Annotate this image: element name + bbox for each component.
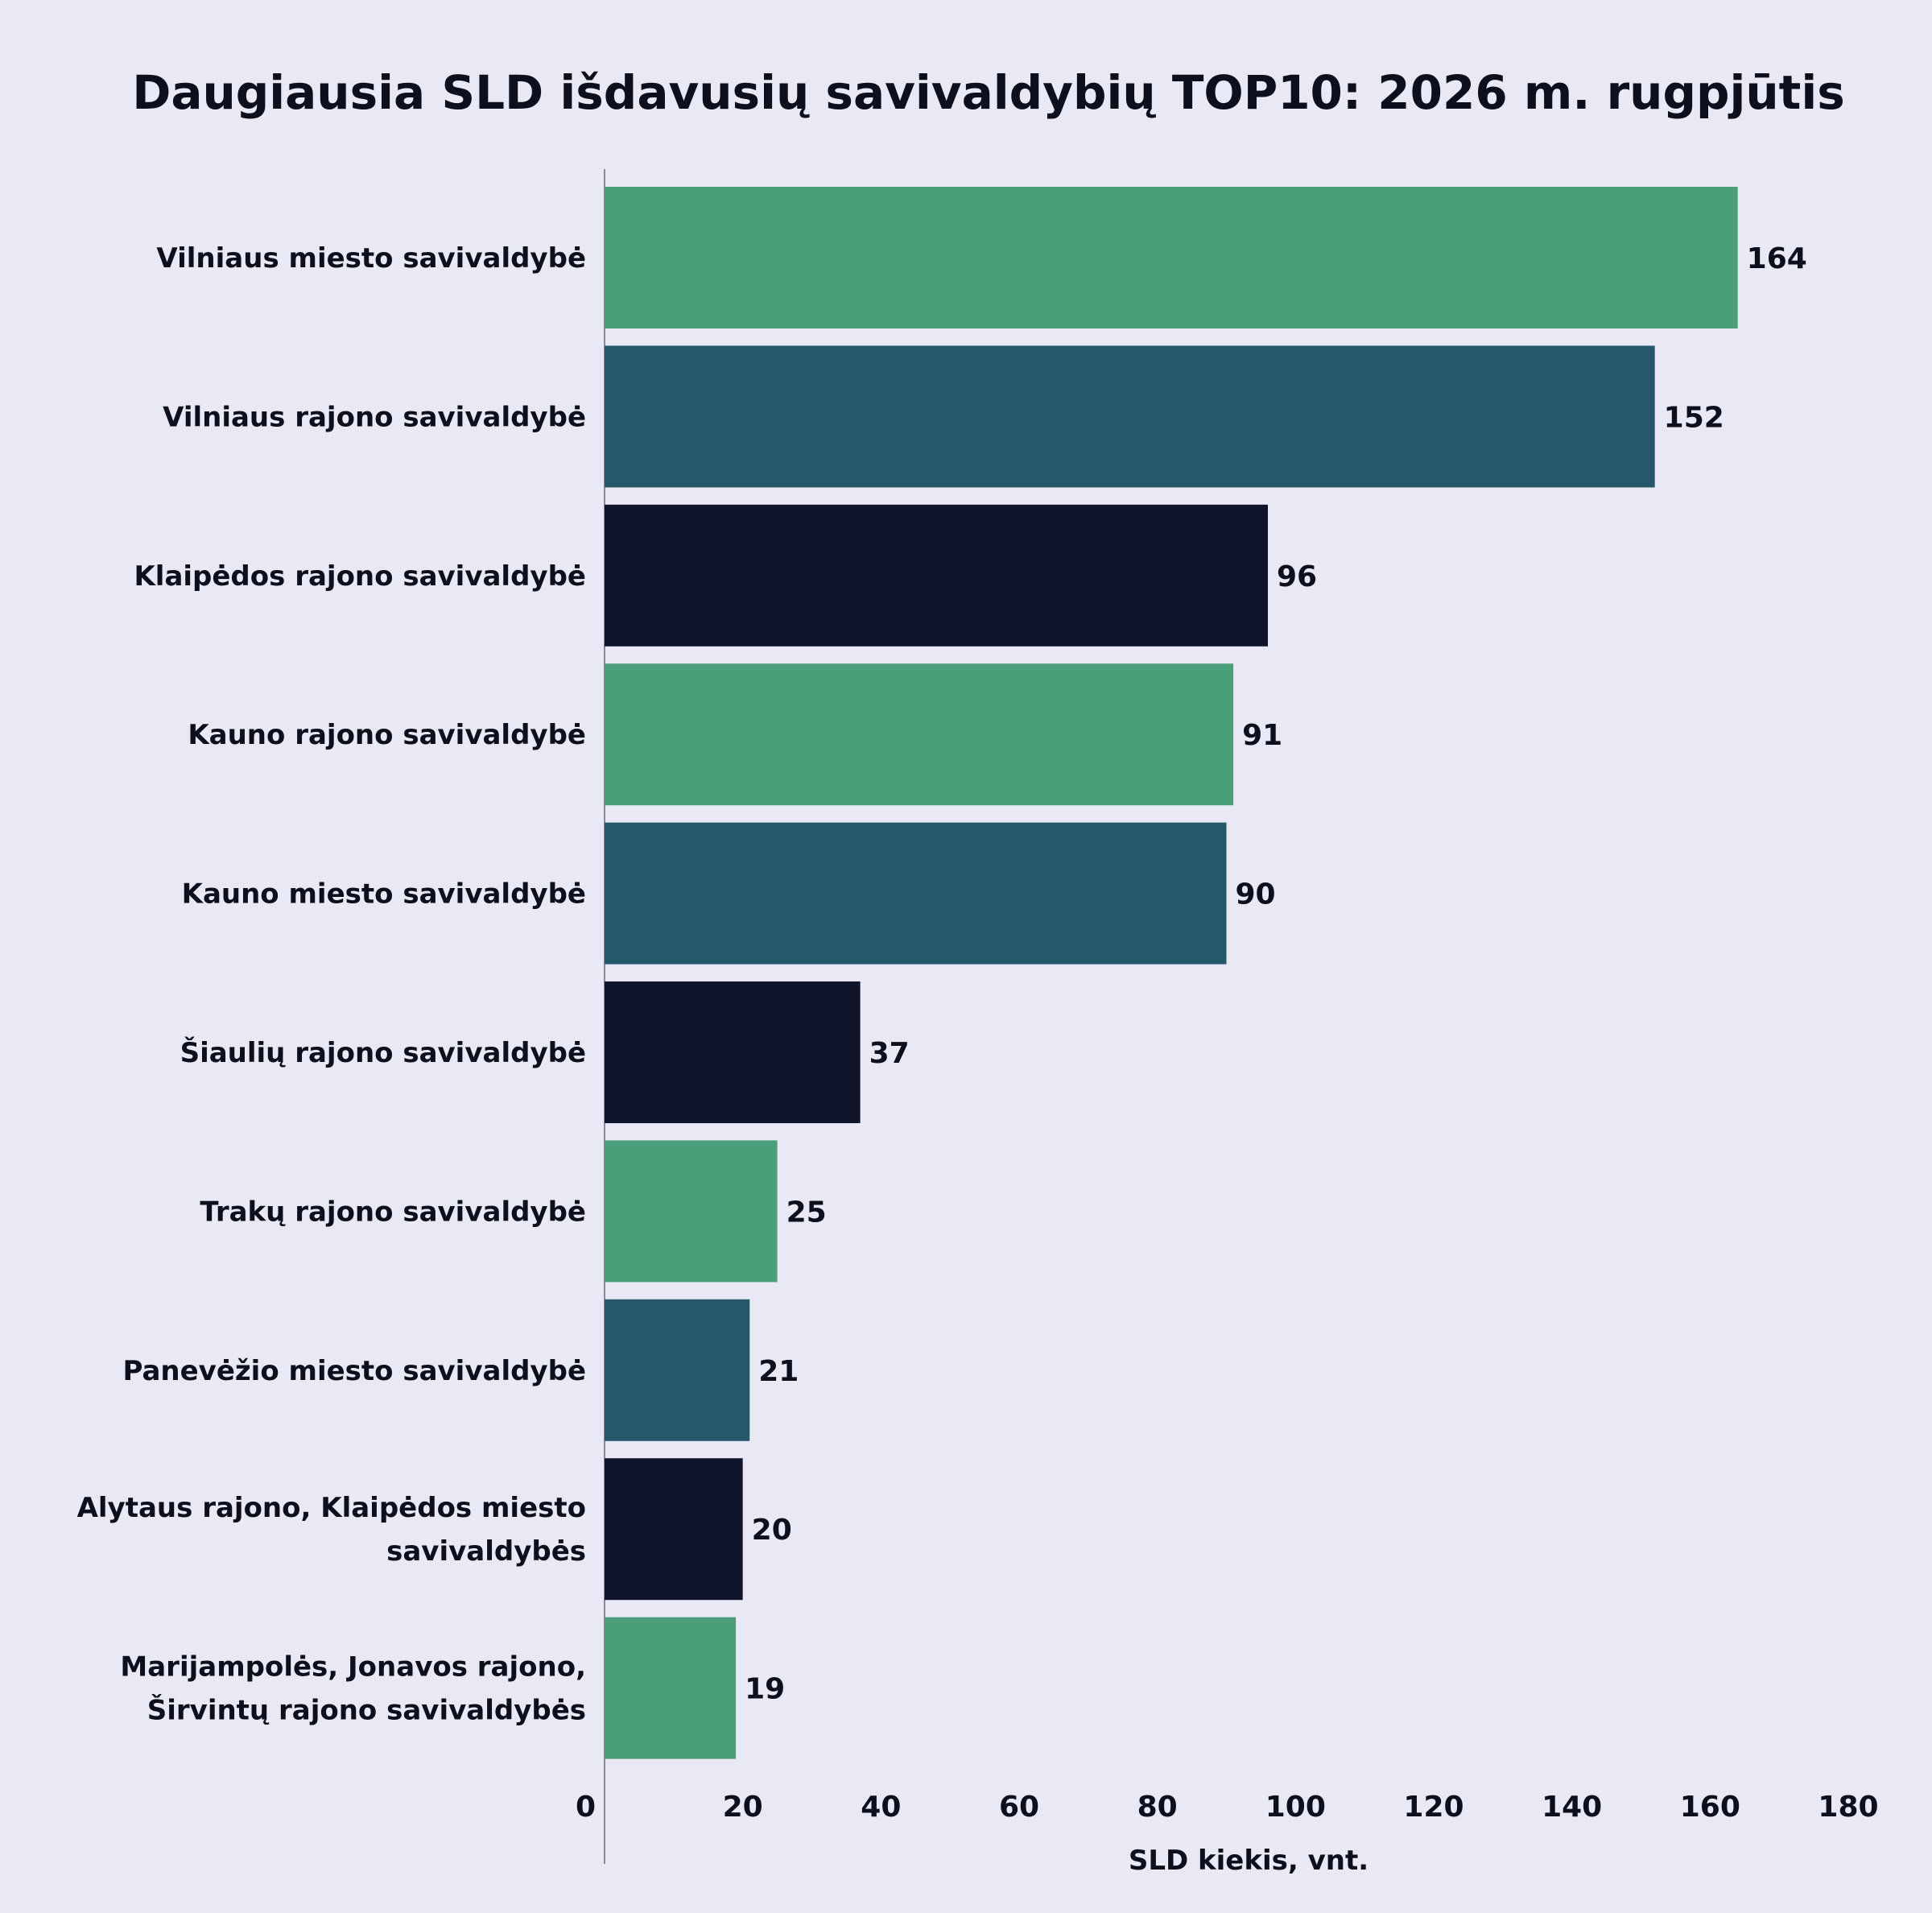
value-label: 152 bbox=[1664, 401, 1724, 434]
x-tick-label: 60 bbox=[999, 1791, 1039, 1824]
category-label-line: Marijampolės, Jonavos rajono, bbox=[120, 1651, 586, 1684]
x-tick-labels: 0 20 40 60 80 100 120 140 160 180 bbox=[576, 1791, 1879, 1824]
x-tick-label: 140 bbox=[1542, 1791, 1602, 1824]
bar bbox=[605, 345, 1655, 488]
category-label: Kauno rajono savivaldybė bbox=[188, 719, 586, 751]
category-label-line: Vilniaus miesto savivaldybė bbox=[156, 242, 586, 275]
category-label: Marijampolės, Jonavos rajono, Širvintų ra… bbox=[120, 1651, 586, 1727]
bar bbox=[605, 1458, 743, 1601]
x-axis-title: SLD kiekis, vnt. bbox=[1129, 1845, 1368, 1877]
bar bbox=[605, 981, 861, 1123]
category-label-line: Trakų rajono savivaldybė bbox=[200, 1196, 586, 1228]
category-label-line: Šiaulių rajono savivaldybė bbox=[180, 1036, 586, 1069]
category-label-line: savivaldybės bbox=[386, 1535, 586, 1568]
x-tick-label: 100 bbox=[1265, 1791, 1326, 1824]
x-tick-label: 40 bbox=[861, 1791, 901, 1824]
bars-group bbox=[605, 187, 1738, 1759]
category-label: Klaipėdos rajono savivaldybė bbox=[134, 560, 586, 593]
bar bbox=[605, 822, 1227, 965]
category-label-line: Alytaus rajono, Klaipėdos miesto bbox=[77, 1492, 586, 1524]
value-label: 21 bbox=[758, 1355, 799, 1388]
value-label: 19 bbox=[745, 1673, 785, 1706]
x-tick-label: 0 bbox=[576, 1791, 596, 1824]
category-label-line: Vilniaus rajono savivaldybė bbox=[163, 401, 586, 433]
category-label: Kauno miesto savivaldybė bbox=[182, 878, 586, 911]
x-tick-label: 120 bbox=[1403, 1791, 1463, 1824]
category-label-line: Širvintų rajono savivaldybės bbox=[147, 1694, 586, 1727]
category-label: Vilniaus rajono savivaldybė bbox=[163, 401, 586, 433]
category-labels: Vilniaus miesto savivaldybė Vilniaus rajo… bbox=[77, 242, 586, 1727]
category-label-line: Panevėžio miesto savivaldybė bbox=[122, 1355, 586, 1387]
bar bbox=[605, 663, 1234, 806]
bar bbox=[605, 187, 1738, 328]
value-label: 164 bbox=[1747, 242, 1807, 275]
category-label: Panevėžio miesto savivaldybė bbox=[122, 1355, 586, 1387]
category-label: Alytaus rajono, Klaipėdos miesto savivald… bbox=[77, 1492, 586, 1568]
x-tick-label: 80 bbox=[1137, 1791, 1178, 1824]
value-label: 91 bbox=[1242, 719, 1282, 752]
value-label: 37 bbox=[869, 1037, 910, 1070]
value-labels: 164 152 96 91 90 37 25 21 20 19 bbox=[745, 242, 1807, 1706]
value-label: 90 bbox=[1236, 878, 1276, 911]
x-tick-label: 160 bbox=[1680, 1791, 1740, 1824]
category-label-line: Klaipėdos rajono savivaldybė bbox=[134, 560, 586, 593]
category-label: Vilniaus miesto savivaldybė bbox=[156, 242, 586, 275]
value-label: 25 bbox=[786, 1196, 827, 1229]
bar bbox=[605, 1617, 737, 1759]
category-label: Šiaulių rajono savivaldybė bbox=[180, 1036, 586, 1069]
bar bbox=[605, 504, 1268, 647]
bar bbox=[605, 1299, 750, 1441]
chart-title: Daugiausia SLD išdavusių savivaldybių TO… bbox=[132, 65, 1845, 120]
value-label: 96 bbox=[1277, 560, 1317, 593]
category-label: Trakų rajono savivaldybė bbox=[200, 1196, 586, 1228]
value-label: 20 bbox=[752, 1514, 792, 1547]
category-label-line: Kauno rajono savivaldybė bbox=[188, 719, 586, 751]
bar bbox=[605, 1140, 778, 1283]
x-tick-label: 180 bbox=[1818, 1791, 1878, 1824]
category-label-line: Kauno miesto savivaldybė bbox=[182, 878, 586, 911]
x-tick-label: 20 bbox=[723, 1791, 763, 1824]
